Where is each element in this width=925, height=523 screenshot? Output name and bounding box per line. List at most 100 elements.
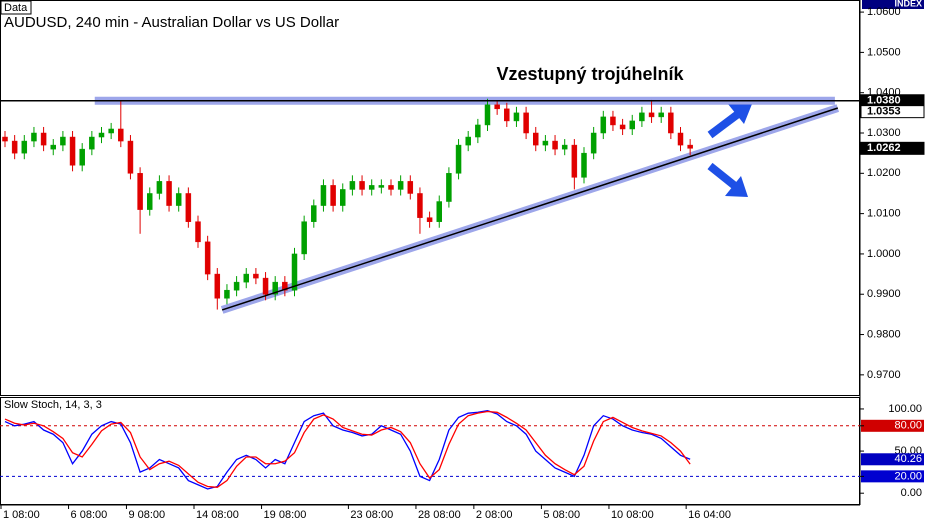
candle-body	[147, 193, 153, 210]
x-tick-label: 1 08:00	[3, 509, 40, 521]
candle-body	[156, 181, 163, 194]
candle-body	[233, 281, 240, 291]
candle-body	[262, 277, 269, 295]
candle-body	[397, 181, 404, 190]
candle-body	[639, 112, 645, 122]
y-tick-label: 1.0600	[867, 6, 901, 18]
candle-body	[2, 136, 8, 142]
axis-label: INDEX	[894, 0, 922, 8]
axis-label-box	[862, 0, 924, 9]
stoch-title: Slow Stoch, 14, 3, 3	[4, 399, 102, 411]
arrows	[707, 104, 752, 197]
x-tick-label: 5 08:00	[543, 509, 580, 521]
candle-body	[378, 185, 385, 188]
candle-body	[359, 181, 365, 190]
price-tag-label: 1.0380	[867, 95, 901, 107]
candle-body	[407, 181, 414, 194]
x-tick-label: 14 08:00	[196, 509, 239, 521]
candle-body	[60, 136, 66, 146]
candle-body	[465, 136, 471, 146]
candle-body	[533, 132, 539, 146]
candle-body	[204, 241, 211, 275]
candle-body	[600, 116, 607, 134]
candle-body	[69, 136, 76, 166]
candle-body	[629, 120, 635, 130]
x-tick-label: 6 08:00	[71, 509, 108, 521]
y-tick-label: 1.0100	[867, 208, 901, 220]
x-tick-label: 19 08:00	[264, 509, 307, 521]
arrow-down	[707, 162, 738, 190]
candle-body	[590, 132, 597, 154]
candle-body	[619, 124, 626, 130]
panel-label: Data	[4, 2, 28, 14]
value-tag-label: 40.26	[894, 453, 922, 465]
y-tick-label: 0.9700	[867, 369, 901, 381]
candle-body	[426, 217, 433, 222]
candle-body	[388, 185, 394, 190]
y-tick-label: 1.0000	[867, 248, 901, 260]
value-tag-box	[861, 453, 924, 466]
x-tick-label: 23 08:00	[350, 509, 393, 521]
price-tag-box	[860, 105, 925, 119]
level-tag-box	[861, 470, 924, 483]
candle-body	[340, 189, 346, 206]
price-tag-label: 1.0353	[867, 106, 901, 118]
candle-body	[504, 108, 510, 122]
y-tick-label: 1.0500	[867, 46, 901, 58]
candle-body	[253, 273, 259, 279]
candle-body	[571, 144, 578, 178]
candle-body	[311, 205, 317, 222]
candle-body	[552, 140, 558, 150]
trendline	[221, 107, 839, 311]
candle-body	[668, 112, 674, 134]
candle-body	[301, 221, 307, 255]
candle-body	[436, 201, 442, 222]
arrow-up	[707, 110, 741, 139]
candle-body	[21, 140, 28, 154]
price-tag-box	[860, 141, 925, 155]
candle-body	[185, 193, 192, 222]
candle-body	[137, 173, 143, 210]
y-tick-label: 20.00	[894, 470, 922, 482]
candle-body	[687, 144, 693, 149]
candle-body	[89, 136, 95, 150]
candle-body	[291, 253, 298, 291]
x-tick-label: 2 08:00	[476, 509, 513, 521]
candle-body	[118, 128, 124, 142]
candle-body	[40, 132, 47, 146]
candle-body	[349, 181, 356, 190]
candle-body	[368, 185, 375, 190]
candle-body	[484, 104, 491, 126]
candle-body	[224, 289, 230, 299]
x-tick-label: 28 08:00	[418, 509, 461, 521]
x-tick-label: 9 08:00	[128, 509, 165, 521]
candle-body	[98, 132, 105, 138]
candle-body	[677, 132, 684, 146]
candle-body	[561, 144, 568, 150]
annotation: Vzestupný trojúhelník	[496, 64, 684, 84]
candle-body	[475, 124, 481, 138]
candle-body	[494, 104, 500, 110]
candle-body	[610, 116, 616, 126]
candle-body	[282, 281, 288, 291]
y-tick-label: 100.00	[888, 403, 922, 415]
candle-body	[417, 193, 423, 218]
candle-body	[79, 148, 85, 166]
candle-body	[214, 273, 221, 299]
candle-body	[581, 152, 587, 178]
candle-body	[523, 112, 529, 134]
candles	[2, 98, 693, 310]
candle-body	[195, 221, 201, 243]
candle-body	[446, 173, 452, 202]
arrow-up-head	[728, 104, 752, 124]
candle-body	[243, 273, 249, 283]
candle-body	[658, 112, 664, 118]
candle-body	[11, 140, 18, 154]
y-tick-label: 0.9900	[867, 288, 901, 300]
candle-body	[320, 185, 327, 206]
x-tick-label: 16 04:00	[688, 509, 731, 521]
x-tick-label: 10 08:00	[611, 509, 654, 521]
stoch-line	[4, 410, 691, 488]
